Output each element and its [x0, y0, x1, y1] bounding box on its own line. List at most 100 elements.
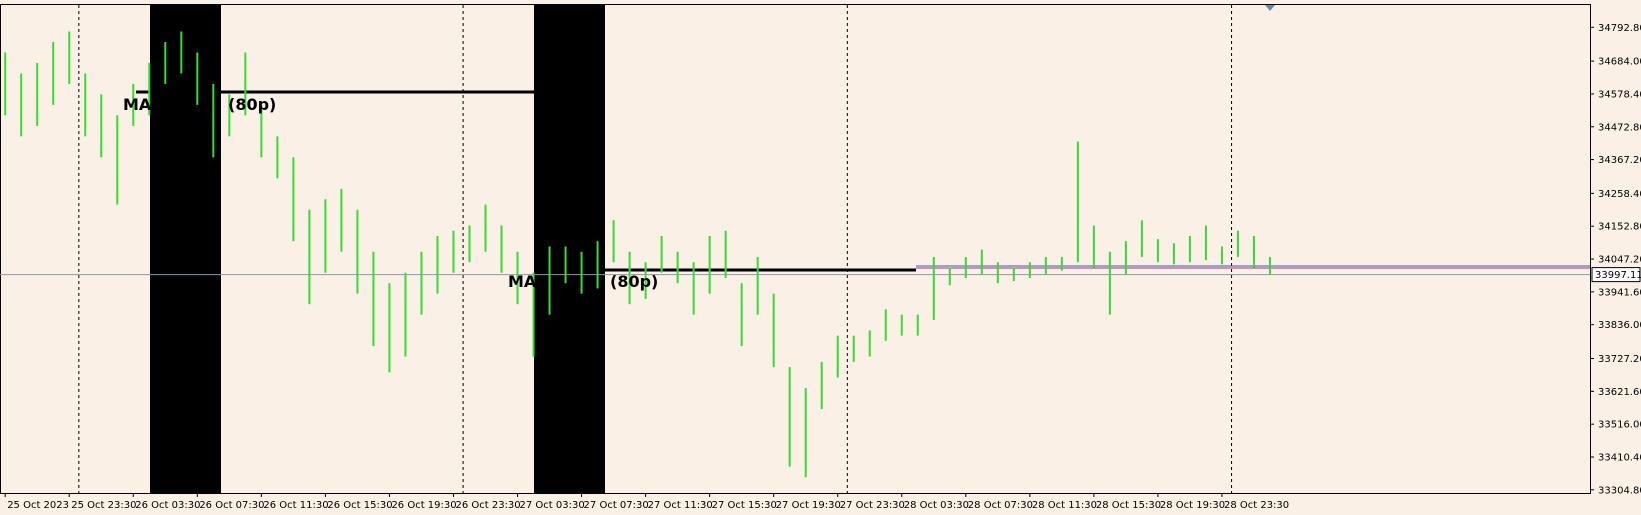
shift-marker: [1265, 5, 1275, 11]
price-bar: [1204, 225, 1207, 261]
price-bar: [196, 52, 199, 105]
x-tick-label: 28 Oct 23:30: [1224, 500, 1289, 511]
x-tick-label: 26 Oct 23:30: [455, 500, 520, 511]
price-bar: [356, 209, 359, 294]
price-bar: [212, 83, 215, 158]
y-tick-label: 34258.40: [1598, 189, 1641, 200]
price-bar: [1124, 241, 1127, 275]
x-tick-label: 26 Oct 15:30: [327, 500, 392, 511]
price-bar: [628, 251, 631, 305]
x-tick-label: 28 Oct 15:30: [1096, 500, 1161, 511]
y-tick-label: 33727.20: [1598, 354, 1641, 365]
price-bar: [468, 225, 471, 263]
price-bar: [772, 293, 775, 368]
current-price-label: 33997.11: [1595, 270, 1641, 281]
y-tick-label: 34367.20: [1598, 155, 1641, 166]
price-bar: [852, 335, 855, 362]
price-bar: [228, 94, 231, 137]
price-bar: [1092, 225, 1095, 268]
price-bar: [836, 335, 839, 378]
price-bar: [68, 31, 71, 84]
price-bar: [340, 188, 343, 252]
y-tick-label: 33304.80: [1598, 485, 1641, 496]
price-bar: [980, 249, 983, 275]
y-tick-label: 34472.80: [1598, 122, 1641, 133]
price-bar: [660, 235, 663, 273]
price-bar: [1028, 262, 1031, 278]
price-bar: [180, 31, 183, 74]
price-bar: [52, 41, 55, 105]
price-bar: [916, 314, 919, 336]
y-tick-label: 34578.40: [1598, 89, 1641, 100]
session-box: [150, 5, 221, 493]
price-bar: [388, 283, 391, 373]
price-bar: [420, 251, 423, 315]
price-bar: [1252, 235, 1255, 268]
price-bar: [884, 309, 887, 341]
x-tick-label: 28 Oct 19:30: [1160, 500, 1225, 511]
price-bar: [116, 115, 119, 205]
price-bar: [20, 73, 23, 137]
annotation: MA: [123, 95, 152, 114]
plot-frame: [0, 4, 1591, 494]
price-bar: [644, 262, 647, 299]
price-bar: [756, 256, 759, 315]
x-tick-label: 25 Oct 23:30: [71, 500, 136, 511]
x-tick-label: 27 Oct 07:30: [584, 500, 649, 511]
price-tag: [1591, 267, 1641, 283]
price-bar: [164, 41, 167, 84]
price-bar: [372, 251, 375, 347]
price-bar: [1140, 220, 1143, 257]
price-bar: [532, 272, 535, 357]
price-bar: [1268, 256, 1271, 275]
price-bar: [516, 251, 519, 305]
price-bar: [1076, 141, 1079, 263]
x-tick-label: 26 Oct 19:30: [391, 500, 456, 511]
y-tick-label: 33621.60: [1598, 387, 1641, 398]
price-bar: [900, 314, 903, 336]
bars: [4, 31, 1271, 478]
price-bar: [948, 267, 951, 286]
price-bar: [596, 241, 599, 289]
price-bar: [1108, 251, 1111, 315]
price-bar: [1156, 239, 1159, 263]
price-bar: [548, 246, 551, 315]
x-tick-label: 27 Oct 03:30: [520, 500, 585, 511]
x-tick-label: 27 Oct 23:30: [840, 500, 905, 511]
y-tick-label: 33516.00: [1598, 420, 1641, 431]
price-bar: [148, 62, 151, 116]
y-tick-label: 34792.80: [1598, 23, 1641, 34]
y-tick-label: 34152.80: [1598, 222, 1641, 233]
price-bar: [932, 256, 935, 320]
y-tick-label: 33836.00: [1598, 320, 1641, 331]
price-bar: [276, 136, 279, 179]
y-tick-label: 33941.60: [1598, 287, 1641, 298]
price-bar: [996, 262, 999, 284]
y-tick-label: 34047.20: [1598, 255, 1641, 266]
price-bar: [260, 104, 263, 158]
price-bar: [4, 52, 7, 116]
x-tick-label: 28 Oct 07:30: [968, 500, 1033, 511]
price-bar: [244, 52, 247, 116]
price-bar: [1188, 235, 1191, 263]
price-bar: [436, 235, 439, 294]
x-tick-label: 27 Oct 11:30: [648, 500, 713, 511]
price-bar: [292, 157, 295, 242]
price-bar: [564, 246, 567, 284]
x-tick-label: 27 Oct 15:30: [712, 500, 777, 511]
price-bar: [500, 225, 503, 273]
y-tick-label: 33410.40: [1598, 452, 1641, 463]
x-tick-label: 26 Oct 11:30: [263, 500, 328, 511]
price-bar: [612, 220, 615, 263]
price-bar: [724, 230, 727, 278]
y-tick-label: 34684.00: [1598, 57, 1641, 68]
x-tick-label: 28 Oct 11:30: [1032, 500, 1097, 511]
price-bar: [1172, 243, 1175, 265]
price-bar: [36, 62, 39, 126]
price-bar: [484, 204, 487, 252]
price-bar: [132, 83, 135, 126]
x-tick-label: 25 Oct 2023: [7, 500, 69, 511]
price-bar: [788, 367, 791, 467]
